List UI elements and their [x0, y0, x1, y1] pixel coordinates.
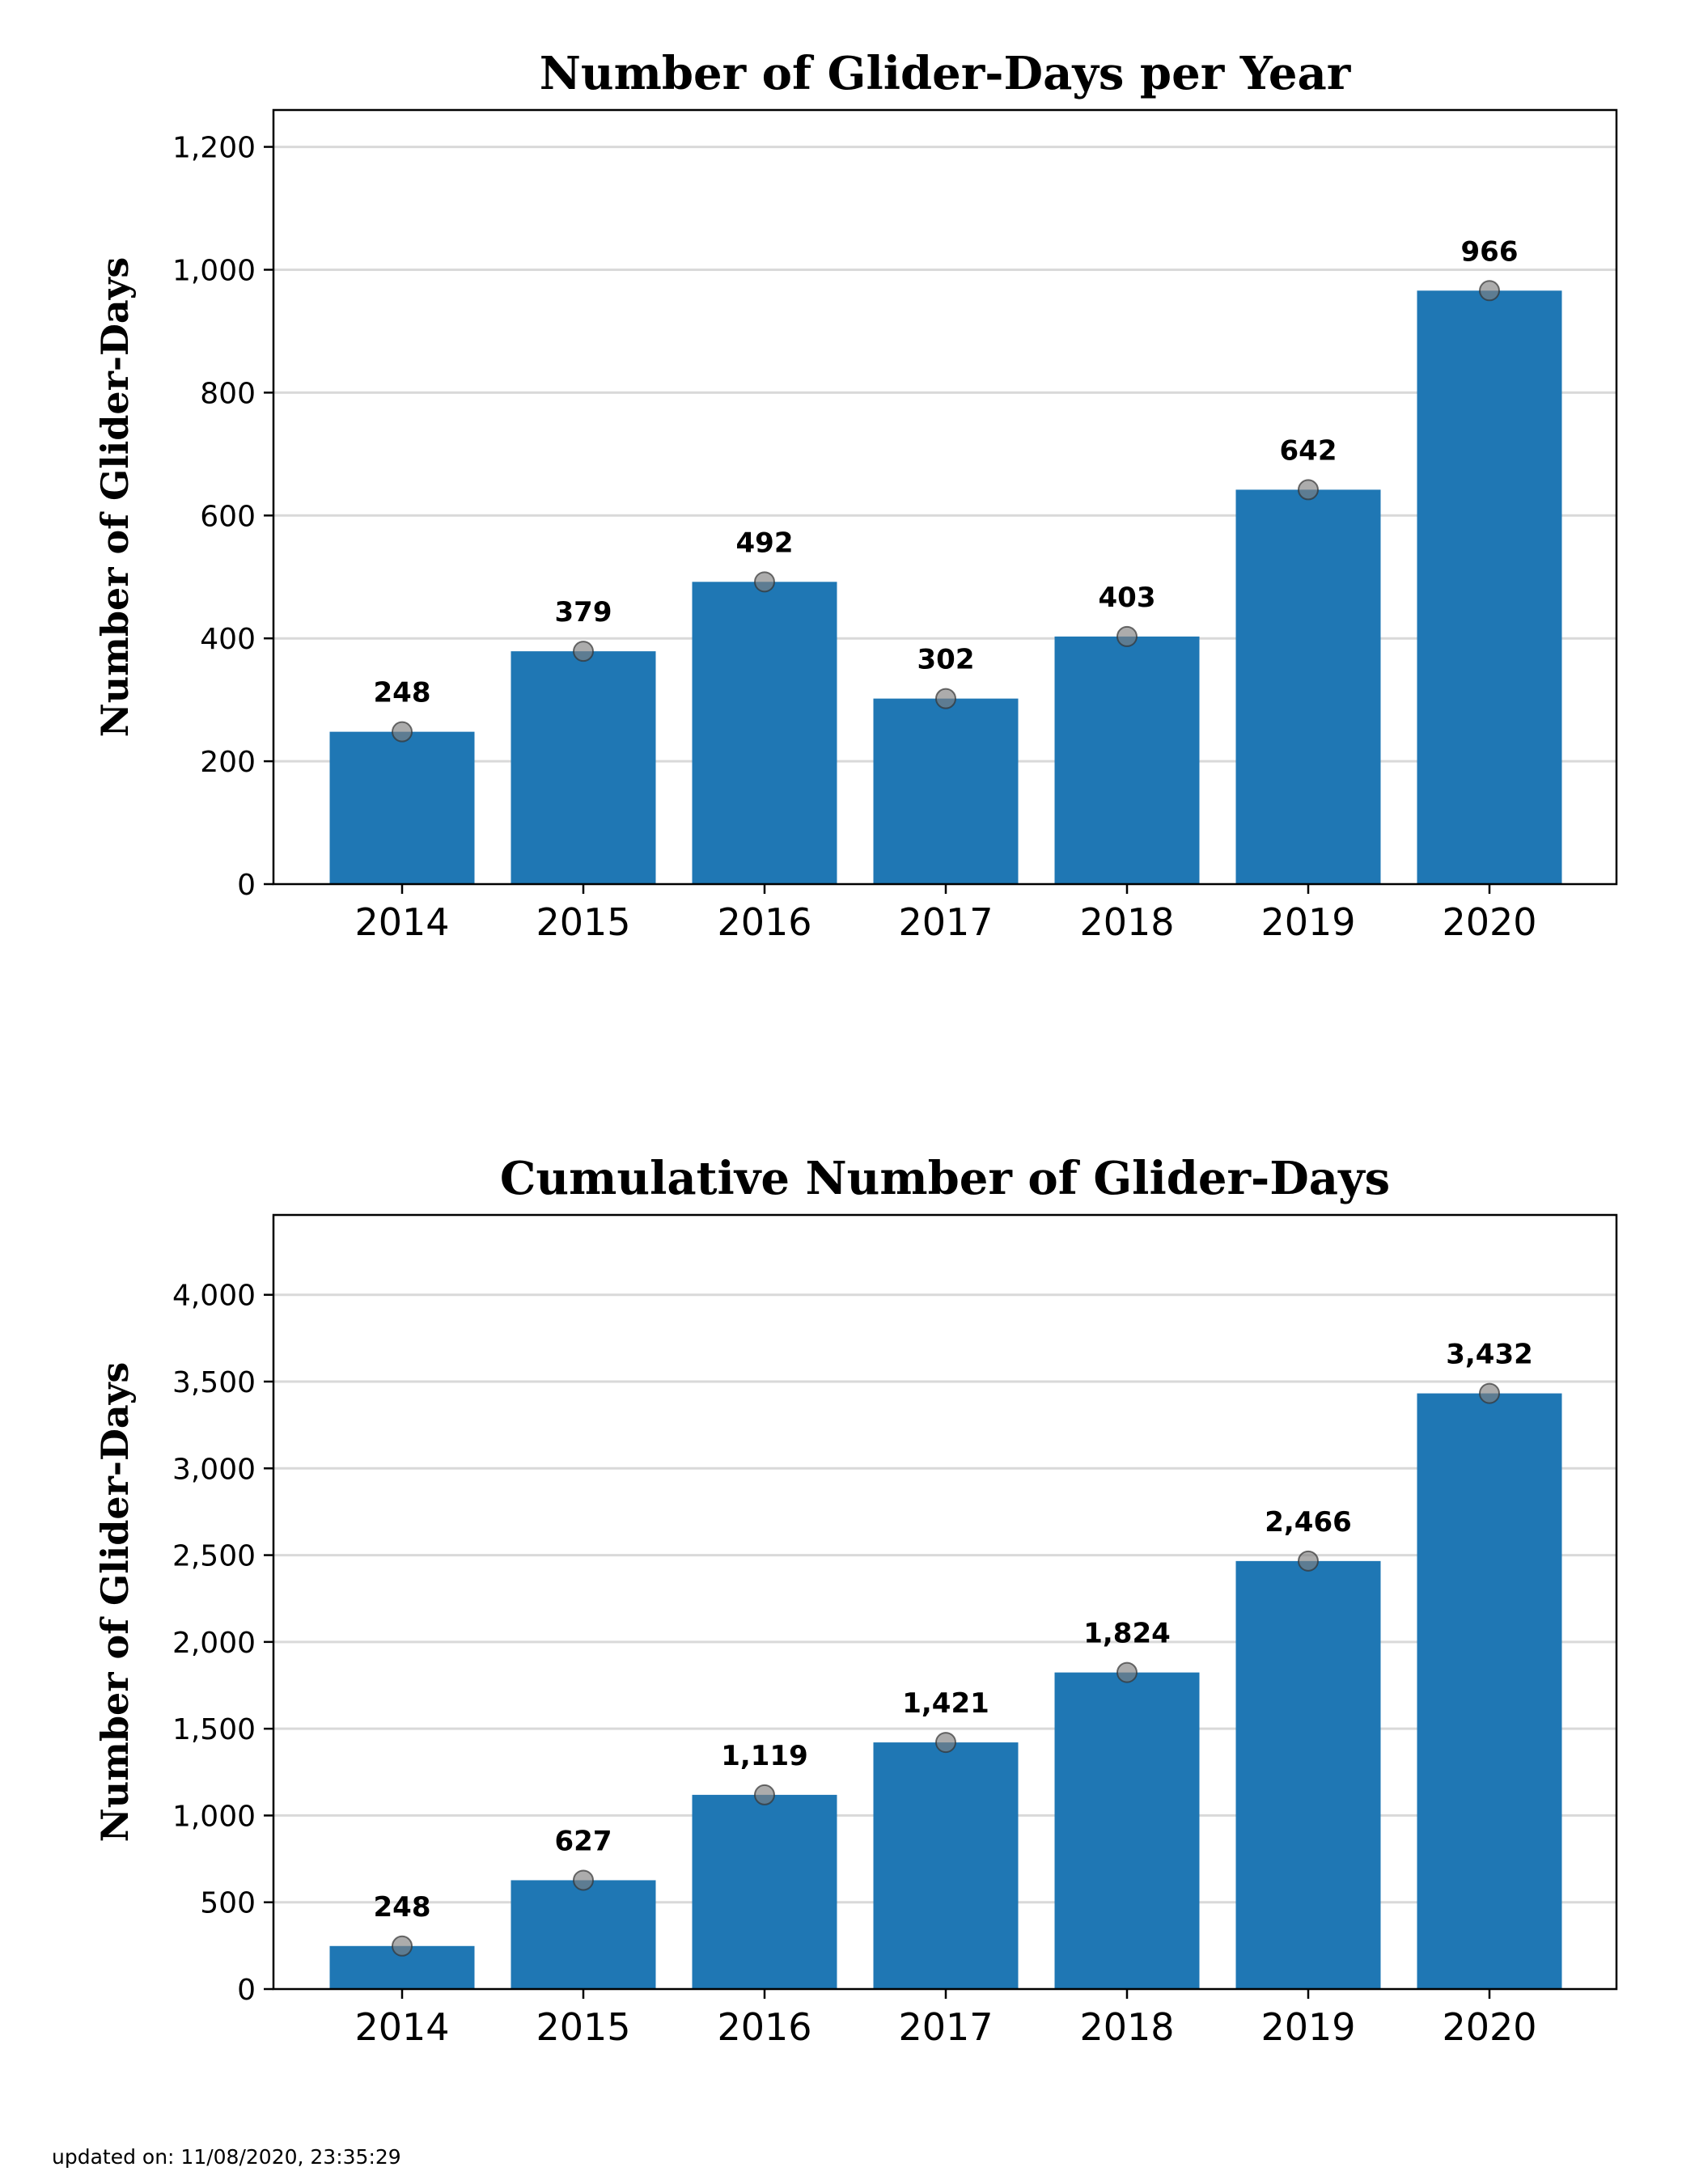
data-label-2017: 1,421 [902, 1687, 989, 1720]
x-tick-label-2020: 2020 [1442, 900, 1536, 944]
point-marker-2018 [1116, 625, 1138, 647]
point-marker-2020 [1479, 280, 1500, 302]
x-tick-label-2019: 2019 [1260, 900, 1355, 944]
point-marker-2017 [935, 1732, 956, 1754]
y-tick-label: 600 [200, 500, 256, 533]
point-marker-2014 [392, 721, 413, 743]
point-marker-2015 [573, 641, 594, 662]
bar-2016 [692, 582, 837, 884]
x-tick-label-2016: 2016 [717, 900, 811, 944]
bar-2015 [511, 1880, 656, 1989]
y-tick-label: 400 [200, 623, 256, 656]
point-marker-2016 [754, 571, 775, 593]
y-tick-label: 2,000 [172, 1627, 256, 1660]
x-tick-label-2018: 2018 [1079, 2005, 1174, 2049]
point-marker-2019 [1298, 1550, 1319, 1572]
point-marker-2015 [573, 1869, 594, 1891]
x-tick-label-2018: 2018 [1079, 900, 1174, 944]
data-label-2019: 2,466 [1265, 1506, 1352, 1539]
point-marker-2014 [392, 1935, 413, 1957]
chart-title: Number of Glider-Days per Year [540, 47, 1352, 100]
bar-2018 [1054, 1672, 1200, 1989]
bar-2017 [873, 698, 1019, 884]
y-tick-label: 1,000 [172, 1800, 256, 1833]
data-label-2018: 403 [1099, 582, 1156, 614]
x-tick-label-2017: 2017 [898, 900, 993, 944]
chart-cumulative: 248 627 1,119 1,421 1,824 2,466 3,432 0 500 1,000… [93, 1152, 1618, 2049]
data-label-2018: 1,824 [1083, 1618, 1171, 1650]
x-tick-label-2015: 2015 [536, 2005, 630, 2049]
bar-2018 [1054, 636, 1200, 884]
y-tick-label: 1,000 [172, 254, 256, 287]
bar-2017 [873, 1742, 1019, 1989]
point-marker-2019 [1298, 479, 1319, 501]
y-tick-label: 500 [200, 1887, 256, 1920]
bar-2014 [329, 731, 475, 884]
bar-2020 [1417, 290, 1562, 884]
bar-2019 [1235, 489, 1381, 884]
y-tick-label: 800 [200, 377, 256, 410]
y-tick-label: 200 [200, 746, 256, 779]
data-label-2019: 642 [1280, 434, 1337, 467]
y-tick-label: 1,500 [172, 1713, 256, 1746]
y-tick-label: 3,500 [172, 1366, 256, 1399]
data-label-2016: 492 [736, 527, 794, 559]
bar-2016 [692, 1794, 837, 1989]
data-label-2014: 248 [374, 1891, 431, 1924]
x-tick-label-2016: 2016 [717, 2005, 811, 2049]
data-label-2015: 379 [555, 596, 612, 629]
x-tick-label-2014: 2014 [354, 2005, 449, 2049]
data-label-2017: 302 [917, 644, 975, 676]
x-tick-label-2020: 2020 [1442, 2005, 1536, 2049]
x-tick-label-2019: 2019 [1260, 2005, 1355, 2049]
y-tick-label: 4,000 [172, 1280, 256, 1313]
data-label-2016: 1,119 [721, 1740, 808, 1772]
bar-2019 [1235, 1560, 1381, 1989]
updated-timestamp: updated on: 11/08/2020, 23:35:29 [52, 2145, 401, 2169]
data-label-2014: 248 [374, 677, 431, 709]
y-axis-label: Number of Glider-Days [93, 257, 137, 738]
data-label-2020: 966 [1461, 235, 1519, 268]
x-tick-label-2015: 2015 [536, 900, 630, 944]
y-tick-label: 2,500 [172, 1540, 256, 1573]
point-marker-2020 [1479, 1382, 1500, 1404]
data-label-2015: 627 [555, 1825, 612, 1857]
x-tick-label-2017: 2017 [898, 2005, 993, 2049]
y-tick-label: 0 [237, 869, 256, 902]
chart-per-year: 248 379 492 302 403 642 966 0 200 400 600 800 1,000 1… [93, 47, 1618, 944]
y-tick-label: 1,200 [172, 132, 256, 165]
chart-title: Cumulative Number of Glider-Days [500, 1152, 1390, 1205]
x-tick-label-2014: 2014 [354, 900, 449, 944]
bar-2015 [511, 651, 656, 884]
point-marker-2016 [754, 1784, 775, 1805]
y-tick-label: 0 [237, 1974, 256, 2007]
point-marker-2017 [935, 688, 956, 709]
y-axis-label: Number of Glider-Days [93, 1362, 137, 1843]
point-marker-2018 [1116, 1661, 1138, 1683]
y-tick-label: 3,000 [172, 1453, 256, 1486]
data-label-2020: 3,432 [1446, 1339, 1533, 1371]
bar-2020 [1417, 1393, 1562, 1989]
